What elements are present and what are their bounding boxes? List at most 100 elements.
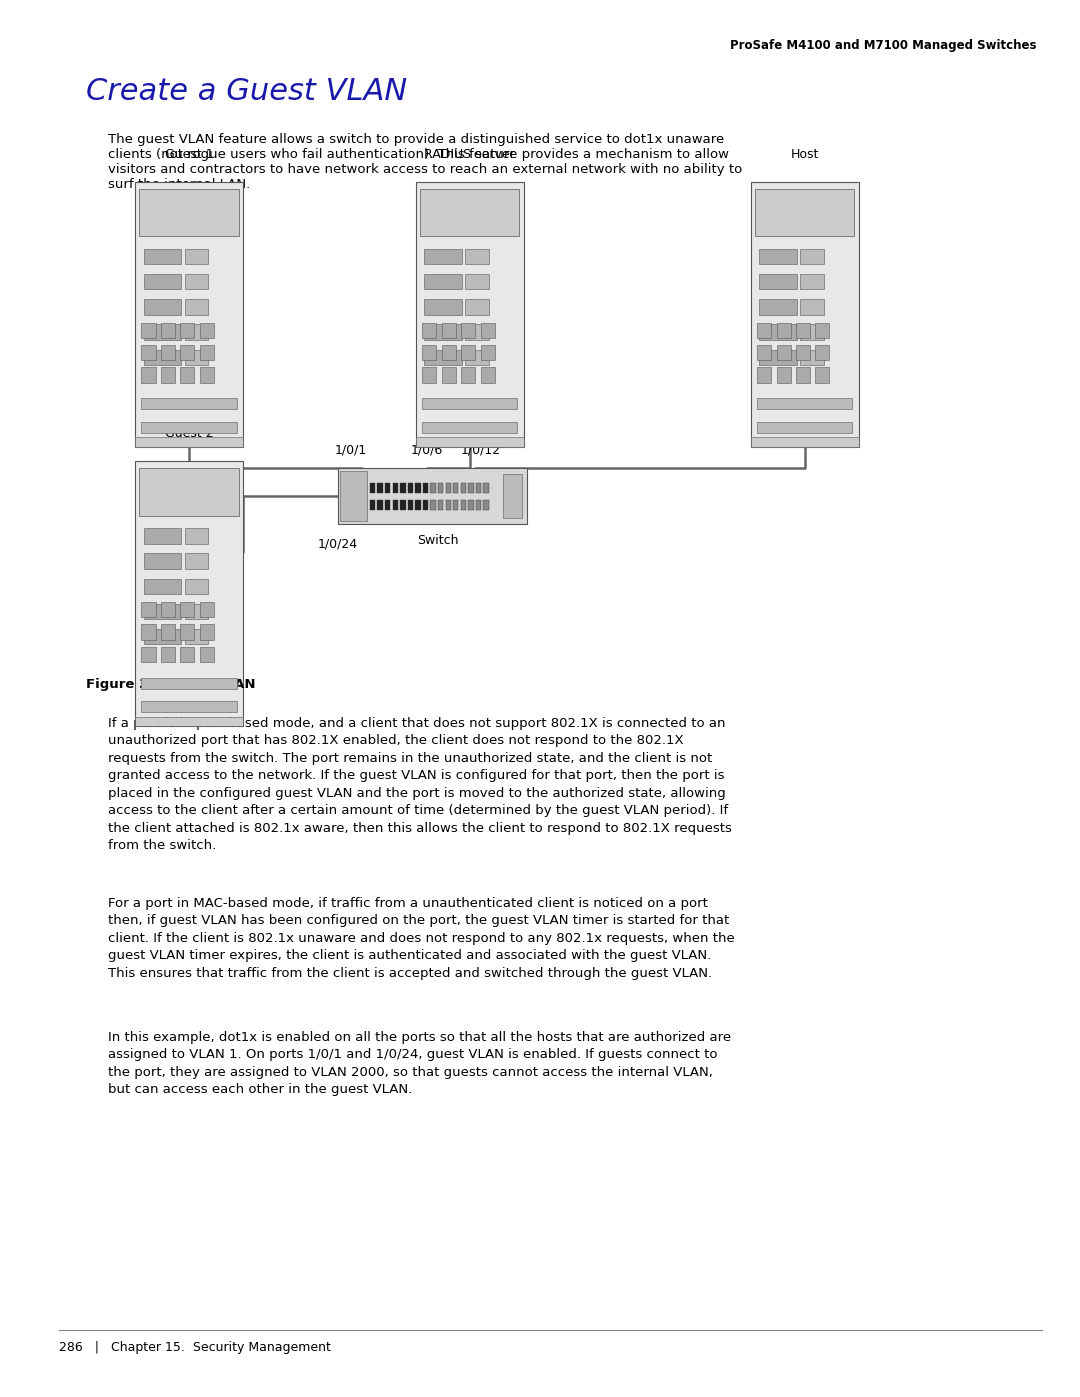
FancyBboxPatch shape [465,274,489,289]
FancyBboxPatch shape [135,182,243,447]
Text: Host: Host [791,148,819,161]
FancyBboxPatch shape [475,500,482,510]
FancyBboxPatch shape [442,323,456,338]
FancyBboxPatch shape [800,249,824,264]
FancyBboxPatch shape [461,345,475,360]
FancyBboxPatch shape [180,602,194,617]
FancyBboxPatch shape [759,299,797,314]
FancyBboxPatch shape [481,345,495,360]
FancyBboxPatch shape [420,189,519,236]
FancyBboxPatch shape [757,367,771,383]
FancyBboxPatch shape [144,349,181,365]
FancyBboxPatch shape [378,483,383,493]
FancyBboxPatch shape [144,299,181,314]
FancyBboxPatch shape [442,367,456,383]
FancyBboxPatch shape [424,299,462,314]
FancyBboxPatch shape [484,500,488,510]
FancyBboxPatch shape [141,422,237,433]
FancyBboxPatch shape [185,299,208,314]
FancyBboxPatch shape [424,274,462,289]
FancyBboxPatch shape [777,367,791,383]
FancyBboxPatch shape [757,398,852,409]
FancyBboxPatch shape [408,483,414,493]
FancyBboxPatch shape [141,398,237,409]
FancyBboxPatch shape [796,367,810,383]
FancyBboxPatch shape [185,553,208,569]
FancyBboxPatch shape [424,324,462,339]
FancyBboxPatch shape [424,249,462,264]
FancyBboxPatch shape [141,624,156,640]
FancyBboxPatch shape [200,323,214,338]
FancyBboxPatch shape [139,189,239,236]
FancyBboxPatch shape [141,367,156,383]
FancyBboxPatch shape [415,500,421,510]
FancyBboxPatch shape [438,500,444,510]
FancyBboxPatch shape [180,647,194,662]
FancyBboxPatch shape [430,483,436,493]
FancyBboxPatch shape [465,249,489,264]
FancyBboxPatch shape [757,345,771,360]
Text: 1/0/6: 1/0/6 [410,444,443,457]
FancyBboxPatch shape [815,367,829,383]
FancyBboxPatch shape [180,323,194,338]
FancyBboxPatch shape [185,528,208,543]
FancyBboxPatch shape [378,500,383,510]
Text: 286   |   Chapter 15.  Security Management: 286 | Chapter 15. Security Management [59,1341,332,1354]
FancyBboxPatch shape [401,500,406,510]
FancyBboxPatch shape [180,367,194,383]
FancyBboxPatch shape [757,323,771,338]
FancyBboxPatch shape [461,323,475,338]
FancyBboxPatch shape [200,647,214,662]
Text: Switch: Switch [417,534,458,546]
FancyBboxPatch shape [446,483,451,493]
FancyBboxPatch shape [139,468,239,515]
FancyBboxPatch shape [340,471,367,521]
FancyBboxPatch shape [759,324,797,339]
FancyBboxPatch shape [759,274,797,289]
FancyBboxPatch shape [161,345,175,360]
Text: The guest VLAN feature allows a switch to provide a distinguished service to dot: The guest VLAN feature allows a switch t… [108,133,742,191]
FancyBboxPatch shape [185,578,208,594]
FancyBboxPatch shape [800,349,824,365]
Text: ProSafe M4100 and M7100 Managed Switches: ProSafe M4100 and M7100 Managed Switches [730,39,1037,52]
Text: RADIUS server: RADIUS server [424,148,515,161]
FancyBboxPatch shape [141,647,156,662]
Text: For a port in MAC-based mode, if traffic from a unauthenticated client is notice: For a port in MAC-based mode, if traffic… [108,897,734,979]
Text: Figure 30. Guest VLAN: Figure 30. Guest VLAN [86,678,256,690]
FancyBboxPatch shape [800,274,824,289]
FancyBboxPatch shape [180,345,194,360]
FancyBboxPatch shape [777,345,791,360]
FancyBboxPatch shape [144,274,181,289]
Text: Guest 1: Guest 1 [164,148,214,161]
FancyBboxPatch shape [200,602,214,617]
FancyBboxPatch shape [386,483,391,493]
FancyBboxPatch shape [422,345,436,360]
Text: In this example, dot1x is enabled on all the ports so that all the hosts that ar: In this example, dot1x is enabled on all… [108,1031,731,1097]
FancyBboxPatch shape [759,349,797,365]
FancyBboxPatch shape [185,249,208,264]
FancyBboxPatch shape [796,345,810,360]
FancyBboxPatch shape [796,323,810,338]
FancyBboxPatch shape [469,500,473,510]
FancyBboxPatch shape [469,483,473,493]
Text: 1/0/12: 1/0/12 [460,444,501,457]
FancyBboxPatch shape [481,367,495,383]
FancyBboxPatch shape [815,345,829,360]
FancyBboxPatch shape [200,345,214,360]
FancyBboxPatch shape [815,323,829,338]
Text: 1/0/1: 1/0/1 [335,444,367,457]
FancyBboxPatch shape [393,500,399,510]
FancyBboxPatch shape [465,349,489,365]
Text: If a port is in port-based mode, and a client that does not support 802.1X is co: If a port is in port-based mode, and a c… [108,717,732,852]
FancyBboxPatch shape [144,528,181,543]
FancyBboxPatch shape [481,323,495,338]
FancyBboxPatch shape [454,483,459,493]
FancyBboxPatch shape [200,367,214,383]
FancyBboxPatch shape [759,249,797,264]
FancyBboxPatch shape [161,647,175,662]
FancyBboxPatch shape [185,349,208,365]
FancyBboxPatch shape [135,461,243,726]
FancyBboxPatch shape [141,701,237,712]
FancyBboxPatch shape [185,604,208,619]
FancyBboxPatch shape [438,483,444,493]
